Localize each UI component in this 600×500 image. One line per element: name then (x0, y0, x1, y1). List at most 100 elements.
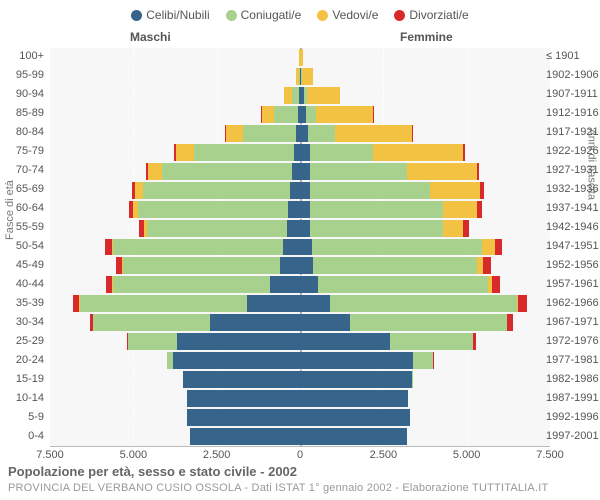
bar-male-con (128, 333, 176, 350)
legend-item: Celibi/Nubili (131, 8, 209, 22)
bar-female-div (477, 201, 482, 218)
bar-female-cel (300, 333, 390, 350)
age-label: 55-59 (0, 222, 44, 233)
bar-female-con (390, 333, 473, 350)
bar-male-ved (112, 239, 114, 256)
bar-male-cel (177, 333, 300, 350)
year-label: 1977-1981 (546, 355, 600, 366)
chart-title: Popolazione per età, sesso e stato civil… (8, 464, 297, 479)
bar-female-cel (300, 276, 318, 293)
bar-male-div (146, 163, 148, 180)
bar-male-ved (284, 87, 292, 104)
year-label: 1922-1926 (546, 146, 600, 157)
bar-female-cel (300, 371, 412, 388)
bar-male-cel (183, 371, 300, 388)
age-row (50, 181, 550, 200)
bar-female-cel (300, 352, 413, 369)
year-label: 1932-1936 (546, 184, 600, 195)
bar-male-cel (210, 314, 300, 331)
bar-male-cel (190, 428, 300, 445)
age-row (50, 67, 550, 86)
bar-male-con (123, 257, 280, 274)
age-label: 80-84 (0, 127, 44, 138)
year-label: 1957-1961 (546, 279, 600, 290)
bar-female-div (463, 220, 469, 237)
bar-male-con (113, 239, 283, 256)
year-label: 1937-1941 (546, 203, 600, 214)
bar-male-cel (173, 352, 300, 369)
bar-female-con (350, 314, 507, 331)
bar-female-con (413, 352, 433, 369)
bar-male-cel (292, 163, 300, 180)
year-label: 1907-1911 (546, 89, 600, 100)
x-tick: 7.500 (536, 449, 564, 461)
bar-male-ved (261, 106, 274, 123)
bar-female-ved (335, 125, 412, 142)
age-row (50, 351, 550, 370)
age-row (50, 200, 550, 219)
bar-male-cel (290, 182, 300, 199)
bar-female-cel (300, 144, 310, 161)
age-row (50, 313, 550, 332)
bar-female-cel (300, 125, 308, 142)
age-label: 85-89 (0, 108, 44, 119)
bar-female-con (310, 220, 443, 237)
bar-male-ved (296, 68, 298, 85)
age-label: 0-4 (0, 431, 44, 442)
bar-female-cel (300, 428, 407, 445)
bar-female-ved (316, 106, 373, 123)
bar-female-ved (482, 239, 495, 256)
x-tick: 5.000 (453, 449, 481, 461)
bar-female-cel (300, 257, 313, 274)
age-label: 25-29 (0, 336, 44, 347)
bar-female-cel (300, 409, 410, 426)
year-label: 1942-1946 (546, 222, 600, 233)
bar-male-con (147, 220, 287, 237)
bar-female-cel (300, 314, 350, 331)
year-label: 1997-2001 (546, 431, 600, 442)
bar-male-ved (148, 163, 161, 180)
bar-male-con (274, 106, 297, 123)
bar-male-cel (283, 239, 300, 256)
chart-subtitle: PROVINCIA DEL VERBANO CUSIO OSSOLA - Dat… (8, 482, 548, 494)
age-row (50, 143, 550, 162)
age-row (50, 162, 550, 181)
year-label: 1912-1916 (546, 108, 600, 119)
bar-male-cel (187, 390, 300, 407)
bar-female-cel (300, 239, 312, 256)
age-label: 75-79 (0, 146, 44, 157)
bar-female-con (313, 257, 476, 274)
age-row (50, 389, 550, 408)
bar-female-con (412, 371, 413, 388)
year-label: ≤ 1901 (546, 51, 600, 62)
year-label: 1917-1921 (546, 127, 600, 138)
year-label: 1982-1986 (546, 374, 600, 385)
x-tick: 0 (297, 449, 303, 461)
bar-male-div (225, 125, 226, 142)
bar-female-ved (300, 49, 303, 66)
age-band-labels: 100+95-9990-9485-8980-8475-7970-7465-696… (0, 48, 48, 446)
bar-female-div (483, 257, 491, 274)
legend-item: Coniugati/e (226, 8, 302, 22)
bar-male-con (80, 295, 247, 312)
bar-male-ved (176, 144, 194, 161)
bar-female-div (495, 239, 502, 256)
year-label: 1947-1951 (546, 241, 600, 252)
bar-male-con (162, 163, 292, 180)
bar-female-con (312, 239, 482, 256)
header-male: Maschi (130, 30, 171, 44)
age-row (50, 124, 550, 143)
bar-female-div (433, 352, 434, 369)
x-tick: 2.500 (203, 449, 231, 461)
x-tick: 2.500 (370, 449, 398, 461)
bar-male-div (105, 239, 112, 256)
bar-female-ved (373, 144, 463, 161)
bar-female-ved (430, 182, 480, 199)
age-row (50, 219, 550, 238)
bar-female-ved (477, 257, 484, 274)
bar-female-div (412, 125, 413, 142)
age-label: 95-99 (0, 70, 44, 81)
bar-male-cel (270, 276, 300, 293)
bar-male-ved (135, 182, 143, 199)
year-label: 1927-1931 (546, 165, 600, 176)
